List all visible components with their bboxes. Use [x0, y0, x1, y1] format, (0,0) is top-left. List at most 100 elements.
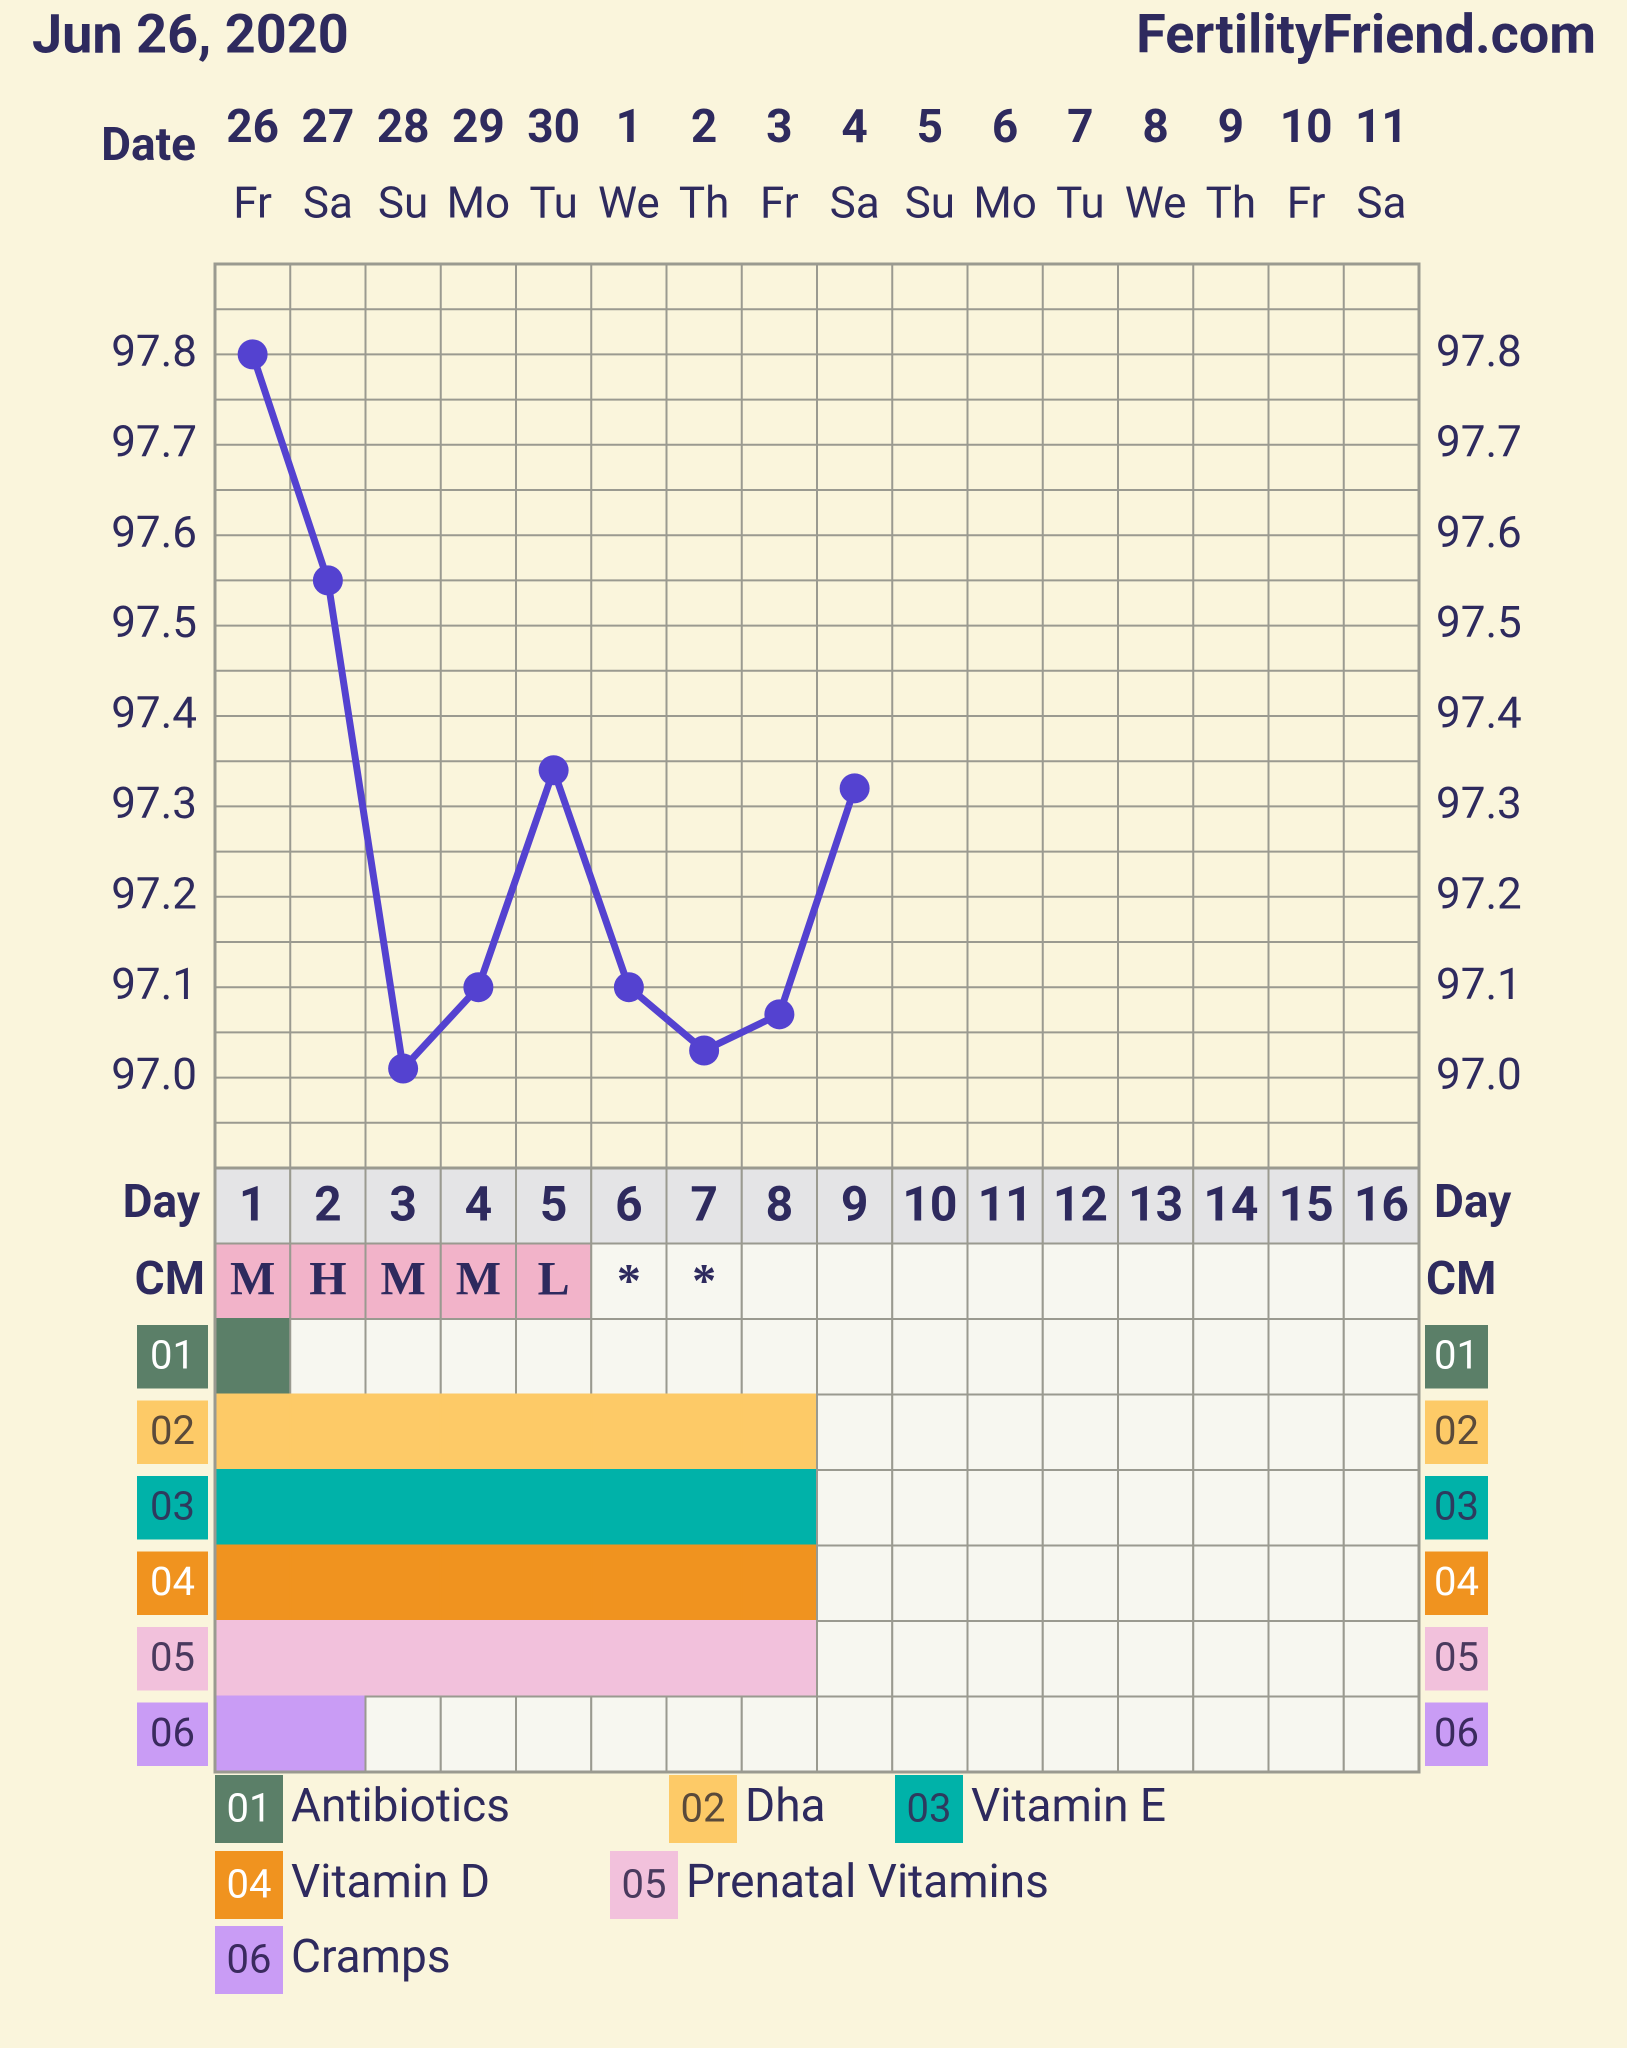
- row-cell: [740, 1544, 818, 1622]
- row-cell: [1041, 1544, 1119, 1622]
- date: 8: [1142, 100, 1168, 154]
- row-cell: [1192, 1544, 1270, 1622]
- row-cell: [816, 1469, 894, 1547]
- row-cell: [289, 1393, 367, 1471]
- date: 28: [377, 100, 430, 154]
- y2-tick-label: 97.1: [1436, 958, 1522, 1010]
- row-cell: [966, 1620, 1044, 1698]
- y-tick-label: 97.1: [111, 958, 197, 1010]
- row-cell: [364, 1544, 442, 1622]
- date: 7: [1067, 100, 1093, 154]
- legend-name: Vitamin D: [291, 1855, 490, 1909]
- weekday: Sa: [1356, 177, 1406, 229]
- legend-name: Antibiotics: [291, 1779, 510, 1833]
- day-number: 2: [314, 1175, 342, 1232]
- date: 10: [1280, 100, 1333, 154]
- row-code: 05: [150, 1633, 195, 1680]
- row-cell: [439, 1469, 517, 1547]
- row-cell: [1192, 1695, 1270, 1773]
- row-cell: [1267, 1318, 1345, 1396]
- chart-title: Jun 26, 2020: [32, 3, 349, 66]
- y-tick-label: 97.4: [111, 687, 197, 739]
- row-code-box: [1425, 1400, 1488, 1464]
- day-cell: [1192, 1167, 1270, 1245]
- y2-tick-label: 97.4: [1436, 687, 1522, 739]
- row-cell: [1041, 1318, 1119, 1396]
- legend-code: 06: [227, 1936, 272, 1983]
- row-cell: [891, 1393, 969, 1471]
- temperature-point: [463, 972, 494, 1003]
- temperature-point: [312, 565, 343, 596]
- row-code-box: [1425, 1627, 1488, 1691]
- row-code: 04: [150, 1558, 195, 1605]
- legend-swatch: [895, 1775, 963, 1843]
- row-cell: [1342, 1469, 1420, 1547]
- row-code-box: [137, 1551, 208, 1615]
- weekday: We: [1125, 177, 1187, 229]
- cm-cell: [515, 1242, 593, 1320]
- cm-value: M: [456, 1252, 501, 1305]
- row-cell: [515, 1544, 593, 1622]
- row-cell: [891, 1469, 969, 1547]
- date: 1: [616, 100, 642, 154]
- y-tick-label: 97.6: [111, 506, 197, 558]
- day-number: 3: [389, 1175, 417, 1232]
- row-cell: [1342, 1544, 1420, 1622]
- row-cell: [1342, 1393, 1420, 1471]
- row-cell: [1267, 1393, 1345, 1471]
- row-cell: [891, 1318, 969, 1396]
- day-number: 14: [1203, 1175, 1258, 1232]
- cm-cell: [1267, 1242, 1345, 1320]
- day-number: 1: [239, 1175, 267, 1232]
- row-cell: [665, 1318, 743, 1396]
- row-cell: [590, 1620, 668, 1698]
- weekday: Th: [679, 177, 730, 229]
- source: FertilityFriend.com: [1136, 3, 1596, 66]
- row-cell: [289, 1318, 367, 1396]
- date: 11: [1355, 100, 1408, 154]
- row-cell: [816, 1620, 894, 1698]
- cm-value: M: [230, 1252, 275, 1305]
- row-cell: [214, 1544, 292, 1622]
- cm-cell: [1117, 1242, 1195, 1320]
- cm-label: CM: [1426, 1252, 1496, 1306]
- row-cell: [364, 1318, 442, 1396]
- row-code: 06: [150, 1709, 195, 1756]
- row-code-box: [137, 1702, 208, 1766]
- legend-name: Cramps: [291, 1930, 451, 1984]
- row-cell: [1117, 1318, 1195, 1396]
- weekday: Sa: [830, 177, 880, 229]
- day-number: 15: [1279, 1175, 1334, 1232]
- y2-tick-label: 97.7: [1436, 415, 1522, 467]
- date: 4: [841, 100, 867, 154]
- row-code-box: [137, 1325, 208, 1389]
- y2-tick-label: 97.2: [1436, 867, 1522, 919]
- row-cell: [816, 1695, 894, 1773]
- cm-cell: [891, 1242, 969, 1320]
- row-cell: [966, 1393, 1044, 1471]
- row-cell: [364, 1393, 442, 1471]
- day-label: Day: [123, 1175, 201, 1229]
- row-cell: [665, 1620, 743, 1698]
- weekday: Mo: [973, 177, 1037, 229]
- row-cell: [816, 1544, 894, 1622]
- date: 6: [992, 100, 1018, 154]
- day-cell: [816, 1167, 894, 1245]
- temperature-point: [689, 1035, 720, 1066]
- row-cell: [740, 1620, 818, 1698]
- date: 29: [452, 100, 505, 154]
- weekday: Fr: [760, 177, 799, 229]
- date: 27: [301, 100, 354, 154]
- legend-name: Dha: [745, 1779, 826, 1833]
- row-cell: [364, 1469, 442, 1547]
- row-cell: [740, 1318, 818, 1396]
- day-cell: [439, 1167, 517, 1245]
- row-cell: [590, 1544, 668, 1622]
- table-frame: [213, 1166, 1421, 1774]
- row-code-box: [1425, 1551, 1488, 1615]
- row-code: 06: [1434, 1709, 1479, 1756]
- row-cell: [740, 1695, 818, 1773]
- row-cell: [891, 1620, 969, 1698]
- row-cell: [740, 1393, 818, 1471]
- day-cell: [590, 1167, 668, 1245]
